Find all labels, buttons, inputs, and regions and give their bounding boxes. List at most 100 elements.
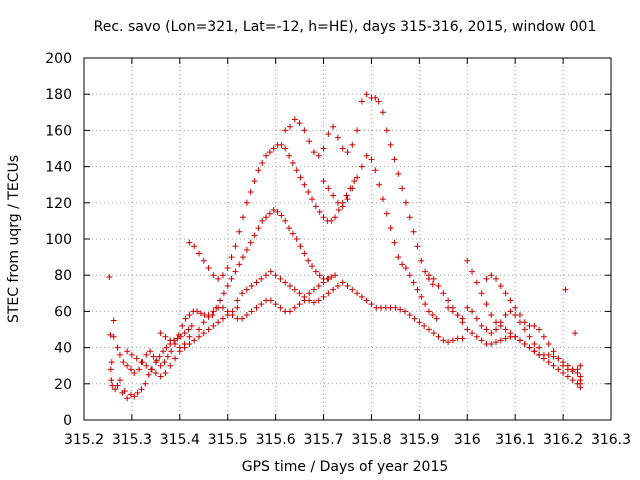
data-point xyxy=(181,330,188,337)
data-point xyxy=(247,239,254,246)
data-point xyxy=(157,362,164,369)
data-point xyxy=(540,333,547,340)
data-point xyxy=(497,283,504,290)
data-point xyxy=(473,315,480,322)
x-tick-label: 315.7 xyxy=(303,432,343,448)
data-point xyxy=(473,279,480,286)
data-point xyxy=(224,264,231,271)
data-point xyxy=(277,275,284,282)
data-point xyxy=(401,308,408,315)
data-point xyxy=(545,359,552,366)
data-point xyxy=(289,159,296,166)
data-point xyxy=(219,272,226,279)
data-point xyxy=(167,362,174,369)
data-point xyxy=(188,322,195,329)
data-point xyxy=(258,301,265,308)
data-point xyxy=(372,167,379,174)
data-point xyxy=(186,239,193,246)
data-point xyxy=(258,275,265,282)
data-point xyxy=(531,322,538,329)
data-point xyxy=(291,116,298,123)
data-point xyxy=(555,366,562,373)
data-point xyxy=(562,286,569,293)
data-point xyxy=(560,362,567,369)
data-point xyxy=(483,301,490,308)
data-point xyxy=(399,261,406,268)
data-point xyxy=(224,283,231,290)
data-point xyxy=(240,254,247,261)
data-point xyxy=(174,335,181,342)
data-point xyxy=(210,272,217,279)
x-tick-label: 316 xyxy=(454,432,481,448)
data-point xyxy=(131,369,138,376)
data-point xyxy=(344,149,351,156)
data-point xyxy=(536,344,543,351)
data-point xyxy=(163,344,170,351)
data-point xyxy=(422,301,429,308)
data-point xyxy=(502,335,509,342)
data-point xyxy=(143,351,150,358)
data-point xyxy=(200,257,207,264)
data-point xyxy=(464,326,471,333)
data-point xyxy=(108,359,115,366)
y-tick-label: 20 xyxy=(54,377,72,393)
data-point xyxy=(325,275,332,282)
data-point xyxy=(176,348,183,355)
data-point xyxy=(205,264,212,271)
data-point xyxy=(228,275,235,282)
data-point xyxy=(296,301,303,308)
data-point xyxy=(156,353,163,360)
data-point xyxy=(421,322,428,329)
data-point xyxy=(349,141,356,148)
data-point xyxy=(228,254,235,261)
data-point xyxy=(416,319,423,326)
data-point xyxy=(316,272,323,279)
data-point xyxy=(251,178,258,185)
data-point xyxy=(550,362,557,369)
data-point xyxy=(161,359,168,366)
data-point xyxy=(116,351,123,358)
data-point xyxy=(191,243,198,250)
data-point xyxy=(138,386,145,393)
data-point xyxy=(110,317,117,324)
data-point xyxy=(422,268,429,275)
data-point xyxy=(406,272,413,279)
data-point xyxy=(430,330,437,337)
data-point xyxy=(278,141,285,148)
data-point xyxy=(488,272,495,279)
y-tick-label: 100 xyxy=(45,232,72,248)
data-point xyxy=(425,326,432,333)
data-point xyxy=(112,386,119,393)
data-point xyxy=(375,98,382,105)
data-point xyxy=(435,333,442,340)
data-point xyxy=(291,286,298,293)
data-point xyxy=(133,355,140,362)
chart-title: Rec. savo (Lon=321, Lat=-12, h=HE), days… xyxy=(94,19,597,35)
data-point xyxy=(282,145,289,152)
data-point xyxy=(191,337,198,344)
data-point xyxy=(164,353,171,360)
data-point xyxy=(150,353,157,360)
data-point xyxy=(459,335,466,342)
data-point xyxy=(293,167,300,174)
data-point xyxy=(469,330,476,337)
y-tick-label: 80 xyxy=(54,268,72,284)
data-point xyxy=(114,382,121,389)
data-point xyxy=(425,308,432,315)
data-point xyxy=(429,312,436,319)
data-point xyxy=(277,304,284,311)
data-point xyxy=(210,308,217,315)
data-point xyxy=(395,170,402,177)
data-point xyxy=(253,304,260,311)
data-point xyxy=(127,391,134,398)
data-point xyxy=(531,348,538,355)
data-point xyxy=(516,337,523,344)
data-point xyxy=(108,377,115,384)
data-point xyxy=(478,322,485,329)
data-point xyxy=(120,359,127,366)
data-point xyxy=(266,149,273,156)
data-point xyxy=(243,312,250,319)
data-point xyxy=(330,123,337,130)
data-point xyxy=(205,326,212,333)
data-point xyxy=(263,272,270,279)
